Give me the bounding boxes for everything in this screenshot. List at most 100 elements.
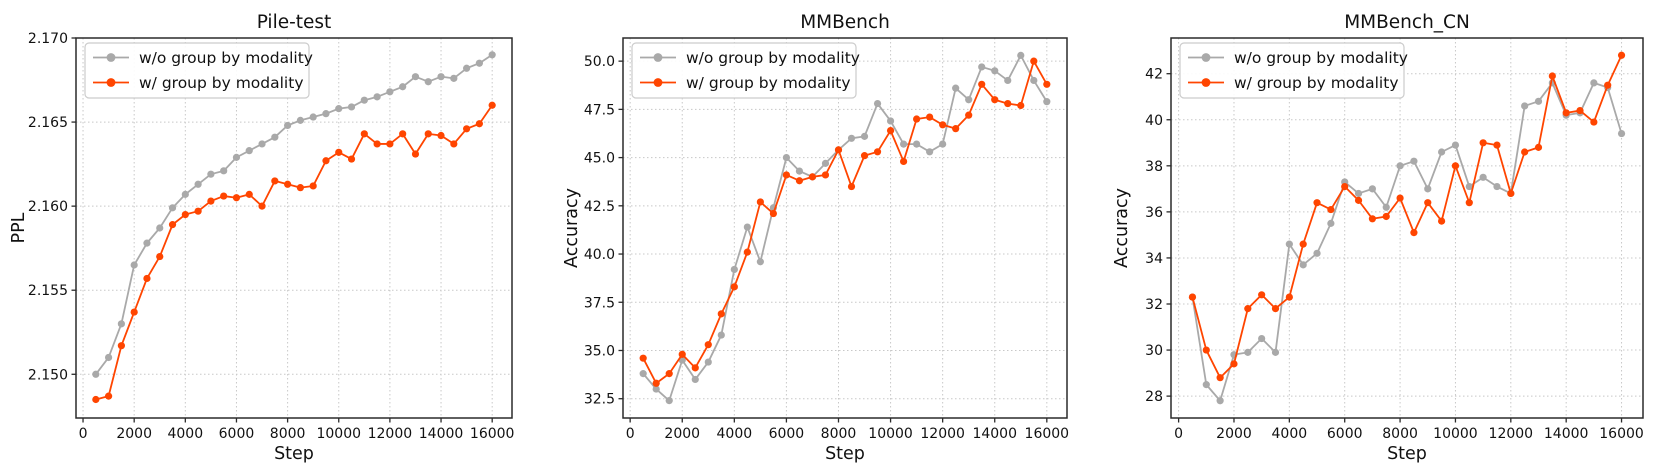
x-tick-label: 6000	[1327, 426, 1363, 442]
series-without-group-markers	[1188, 79, 1626, 405]
x-axis-label: Step	[825, 444, 865, 464]
x-tick-label: 14000	[419, 426, 464, 442]
legend-sample-marker	[106, 53, 116, 62]
x-axis-ticks: 0 2000 4000 6000 8000 10000 12000 14000 16000	[1174, 418, 1644, 442]
legend-entry-with-group: w/ group by modality	[640, 74, 851, 92]
y-axis-ticks: 2.150 2.155 2.160 2.165 2.170	[28, 31, 76, 383]
y-axis-label: Accuracy	[562, 188, 582, 268]
x-tick-label: 10000	[316, 426, 361, 442]
series-without-group-line	[95, 54, 493, 375]
axes-box	[75, 37, 513, 419]
x-tick-label: 8000	[270, 426, 306, 442]
x-tick-label: 4000	[717, 426, 753, 442]
y-tick-label: 40.0	[584, 247, 615, 263]
y-tick-label: 30	[1145, 343, 1163, 359]
legend-sample-marker	[653, 53, 663, 62]
x-tick-label: 4000	[1272, 426, 1308, 442]
series-without-group-line	[1191, 82, 1623, 402]
x-axis-ticks: 0 2000 4000 6000 8000 10000 12000 14000 16000	[626, 418, 1069, 442]
y-tick-label: 32.5	[584, 392, 615, 408]
legend-entry-with-group: w/ group by modality	[1188, 74, 1399, 92]
series-with-group-line	[642, 60, 1048, 385]
legend-box	[1179, 42, 1405, 99]
y-tick-label: 50.0	[584, 54, 615, 70]
chart-mmbench: 0 2000 4000 6000 8000 10000 12000 14000 16000 32.…	[555, 0, 1107, 475]
series-with-group	[1188, 51, 1626, 382]
legend-entry-with-group: w/ group by modality	[93, 74, 304, 92]
y-tick-label: 38	[1145, 159, 1163, 175]
series-without-group	[639, 51, 1051, 405]
y-tick-label: 42	[1145, 67, 1163, 83]
legend-box	[84, 42, 310, 99]
x-tick-label: 12000	[368, 426, 413, 442]
x-tick-label: 6000	[219, 426, 255, 442]
x-tick-label: 10000	[1433, 426, 1478, 442]
x-tick-label: 14000	[1544, 426, 1589, 442]
x-tick-label: 2000	[664, 426, 700, 442]
x-tick-label: 0	[626, 426, 635, 442]
legend-sample-marker	[1201, 78, 1211, 87]
series-with-group	[639, 57, 1051, 387]
x-tick-label: 14000	[972, 426, 1017, 442]
y-tick-label: 28	[1145, 389, 1163, 405]
y-tick-label: 37.5	[584, 295, 615, 311]
legend: w/o group by modality w/ group by modalit…	[84, 42, 313, 99]
series-with-group-line	[95, 104, 493, 401]
y-tick-label: 2.150	[28, 367, 68, 383]
legend-label: w/o group by modality	[1234, 49, 1408, 67]
legend-sample-marker	[106, 78, 116, 87]
y-tick-label: 35.0	[584, 343, 615, 359]
chart-mmbench-cn: 0 2000 4000 6000 8000 10000 12000 14000 16000 28 3…	[1107, 0, 1661, 475]
x-tick-label: 2000	[1216, 426, 1252, 442]
y-tick-label: 47.5	[584, 102, 615, 118]
x-axis-label: Step	[274, 444, 314, 464]
x-axis-ticks: 0 2000 4000 6000 8000 10000 12000 14000 16000	[79, 418, 515, 442]
series-without-group	[1188, 79, 1626, 405]
x-tick-label: 16000	[470, 426, 515, 442]
axes-box	[622, 37, 1068, 419]
y-tick-label: 45.0	[584, 151, 615, 167]
y-axis-ticks: 32.5 35.0 37.5 40.0 42.5 45.0 47.5 50.0	[584, 54, 623, 408]
y-tick-label: 2.170	[28, 31, 68, 47]
pile-test-plot: 0 2000 4000 6000 8000 10000 12000 14000 16000 2.1…	[9, 12, 515, 464]
series-with-group-markers	[1188, 51, 1626, 382]
axes-box	[1170, 37, 1644, 419]
x-tick-label: 8000	[1382, 426, 1418, 442]
x-tick-label: 16000	[1025, 426, 1070, 442]
y-tick-label: 2.165	[28, 115, 68, 131]
x-tick-label: 12000	[920, 426, 965, 442]
y-tick-label: 2.160	[28, 199, 68, 215]
x-tick-label: 12000	[1489, 426, 1534, 442]
legend-label: w/o group by modality	[686, 49, 860, 67]
legend-sample-marker	[653, 78, 663, 87]
x-tick-label: 2000	[116, 426, 152, 442]
chart-title: MMBench	[800, 12, 890, 33]
y-tick-label: 42.5	[584, 199, 615, 215]
legend-entry-without-group: w/o group by modality	[93, 49, 313, 67]
series-with-group-markers	[639, 57, 1051, 387]
y-tick-label: 2.155	[28, 283, 68, 299]
chart-pile-test: 0 2000 4000 6000 8000 10000 12000 14000 16000 2.1…	[0, 0, 555, 475]
legend-label: w/o group by modality	[139, 49, 313, 67]
x-tick-label: 6000	[769, 426, 805, 442]
mmbench-cn-plot: 0 2000 4000 6000 8000 10000 12000 14000 16000 28 3…	[1112, 12, 1644, 464]
x-tick-label: 4000	[167, 426, 203, 442]
y-tick-label: 36	[1145, 205, 1163, 221]
mmbench-plot: 0 2000 4000 6000 8000 10000 12000 14000 16000 32.…	[562, 12, 1069, 464]
x-tick-label: 10000	[868, 426, 913, 442]
legend-label: w/ group by modality	[686, 74, 851, 92]
series-with-group-markers	[92, 101, 496, 404]
y-tick-label: 32	[1145, 297, 1163, 313]
x-tick-label: 0	[79, 426, 88, 442]
x-tick-label: 16000	[1599, 426, 1644, 442]
chart-title: MMBench_CN	[1344, 12, 1470, 33]
legend-sample-marker	[1201, 53, 1211, 62]
series-with-group-line	[1191, 54, 1623, 379]
x-tick-label: 0	[1174, 426, 1183, 442]
y-axis-label: Accuracy	[1112, 188, 1132, 268]
x-tick-label: 8000	[821, 426, 857, 442]
y-tick-label: 40	[1145, 113, 1163, 129]
legend-entry-without-group: w/o group by modality	[640, 49, 860, 67]
y-tick-label: 34	[1145, 251, 1163, 267]
chart-title: Pile-test	[257, 12, 332, 33]
